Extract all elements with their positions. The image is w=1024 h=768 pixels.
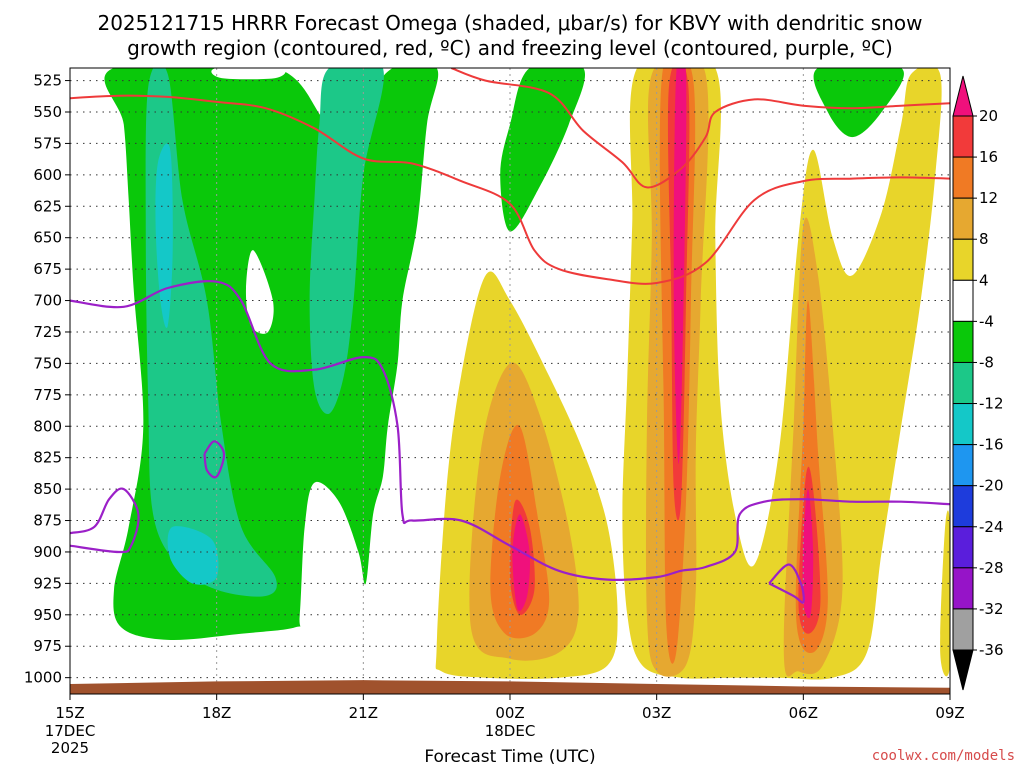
x-tick-label-03Z: 03Z — [642, 704, 671, 722]
y-tick-label-725: 725 — [33, 323, 62, 341]
freezing-line-lowleft — [70, 487, 140, 554]
chart-title-line1: 2025121715 HRRR Forecast Omega (shaded, … — [97, 11, 922, 35]
colorbar-label-16: 16 — [979, 148, 998, 166]
y-tick-label-625: 625 — [33, 197, 62, 215]
dgz-line-upper — [70, 94, 950, 285]
colorbar-label--36: -36 — [979, 641, 1004, 659]
colorbar-label--20: -20 — [979, 477, 1004, 495]
terrain-group — [70, 680, 950, 694]
colorbar-swatch-1 — [952, 115, 974, 158]
omega-neg8-lobe-left — [145, 68, 277, 597]
y-tick-label-575: 575 — [33, 134, 62, 152]
y-tick-label-750: 750 — [33, 354, 62, 372]
gridlines — [70, 68, 950, 694]
x-tick-label-00Z: 00Z — [495, 704, 524, 722]
colorbar-label-12: 12 — [979, 189, 998, 207]
y-tick-label-775: 775 — [33, 386, 62, 404]
omega-neg12-core-low — [167, 526, 219, 585]
contour-lines — [70, 68, 950, 604]
colorbar-swatch-7 — [952, 361, 974, 405]
colorbar-label-8: 8 — [979, 230, 989, 248]
omega-pos20-right — [802, 489, 814, 619]
omega-hole-top — [211, 68, 286, 80]
x-tick-label-15Z: 15Z — [55, 704, 84, 722]
y-tick-label-675: 675 — [33, 260, 62, 278]
plot-area — [69, 67, 951, 695]
colorbar-label--4: -4 — [979, 312, 994, 330]
colorbar-swatch-2 — [952, 156, 974, 199]
credit-link[interactable]: coolwx.com/models — [872, 748, 1015, 764]
y-tick-label-825: 825 — [33, 449, 62, 467]
colorbar-label--8: -8 — [979, 353, 994, 371]
y-tick-label-850: 850 — [33, 480, 62, 498]
colorbar-label-4: 4 — [979, 271, 989, 289]
colorbar-swatch-3 — [952, 197, 974, 240]
colorbar-swatch-4 — [952, 238, 974, 281]
colorbar-label-20: 20 — [979, 107, 998, 125]
colorbar-label--12: -12 — [979, 395, 1004, 413]
colorbar-swatch-9 — [952, 444, 974, 487]
y-tick-label-650: 650 — [33, 229, 62, 247]
colorbar-label--32: -32 — [979, 600, 1004, 618]
freezing-line-main — [70, 280, 950, 581]
x-tick-label-06Z: 06Z — [789, 704, 818, 722]
colorbar-cap-top — [952, 75, 974, 117]
x-tick-label-09Z: 09Z — [935, 704, 964, 722]
terrain-surface — [70, 680, 950, 694]
x-tick-sublabel2-15Z: 2025 — [51, 739, 89, 757]
omega-neg4-lobe-right2 — [813, 68, 904, 138]
x-tick-sublabel-15Z: 17DEC — [45, 722, 96, 740]
omega-neg8-lobe-mid — [309, 68, 384, 414]
omega-neg4-lobe-right1 — [500, 68, 585, 232]
y-tick-label-1000: 1000 — [24, 669, 62, 687]
y-tick-label-600: 600 — [33, 166, 62, 184]
colorbar-swatch-8 — [952, 403, 974, 446]
y-tick-label-975: 975 — [33, 637, 62, 655]
y-tick-label-925: 925 — [33, 574, 62, 592]
y-tick-label-700: 700 — [33, 292, 62, 310]
y-tick-label-900: 900 — [33, 543, 62, 561]
x-tick-sublabel-00Z: 18DEC — [485, 722, 536, 740]
colorbar-label--28: -28 — [979, 559, 1004, 577]
colorbar-swatch-5 — [952, 279, 974, 322]
colorbar-swatch-10 — [952, 485, 974, 528]
colorbar-swatch-6 — [952, 320, 974, 363]
freezing-loop-825 — [203, 440, 226, 479]
chart-title-line2: growth region (contoured, red, ºC) and f… — [127, 36, 893, 60]
dgz-line-lower — [450, 68, 950, 189]
omega-hole-white — [245, 250, 274, 334]
colorbar-label--24: -24 — [979, 518, 1004, 536]
y-tick-label-525: 525 — [33, 72, 62, 90]
colorbar-swatch-13 — [952, 608, 974, 651]
colorbar-swatch-11 — [952, 526, 974, 569]
colorbar: 20 16 12 8 4 -4 -8 -12 -16 -20 -24 -28 -32 -36 — [952, 75, 1004, 691]
x-tick-label-21Z: 21Z — [349, 704, 378, 722]
colorbar-label--16: -16 — [979, 436, 1004, 454]
y-tick-label-800: 800 — [33, 417, 62, 435]
freezing-loop-925 — [768, 563, 805, 604]
y-axis: 525 550 575 600 625 650 675 700 725 750 775 800 825 8… — [24, 72, 70, 687]
y-tick-label-950: 950 — [33, 606, 62, 624]
omega-pos20-plume-left — [512, 514, 530, 611]
omega-shading — [104, 68, 950, 680]
y-tick-label-875: 875 — [33, 512, 62, 530]
colorbar-cap-bottom — [952, 649, 974, 691]
colorbar-swatch-12 — [952, 567, 974, 610]
omega-neg12-core — [155, 143, 173, 328]
y-tick-label-550: 550 — [33, 103, 62, 121]
x-axis-label: Forecast Time (UTC) — [424, 747, 595, 767]
x-tick-label-18Z: 18Z — [202, 704, 231, 722]
